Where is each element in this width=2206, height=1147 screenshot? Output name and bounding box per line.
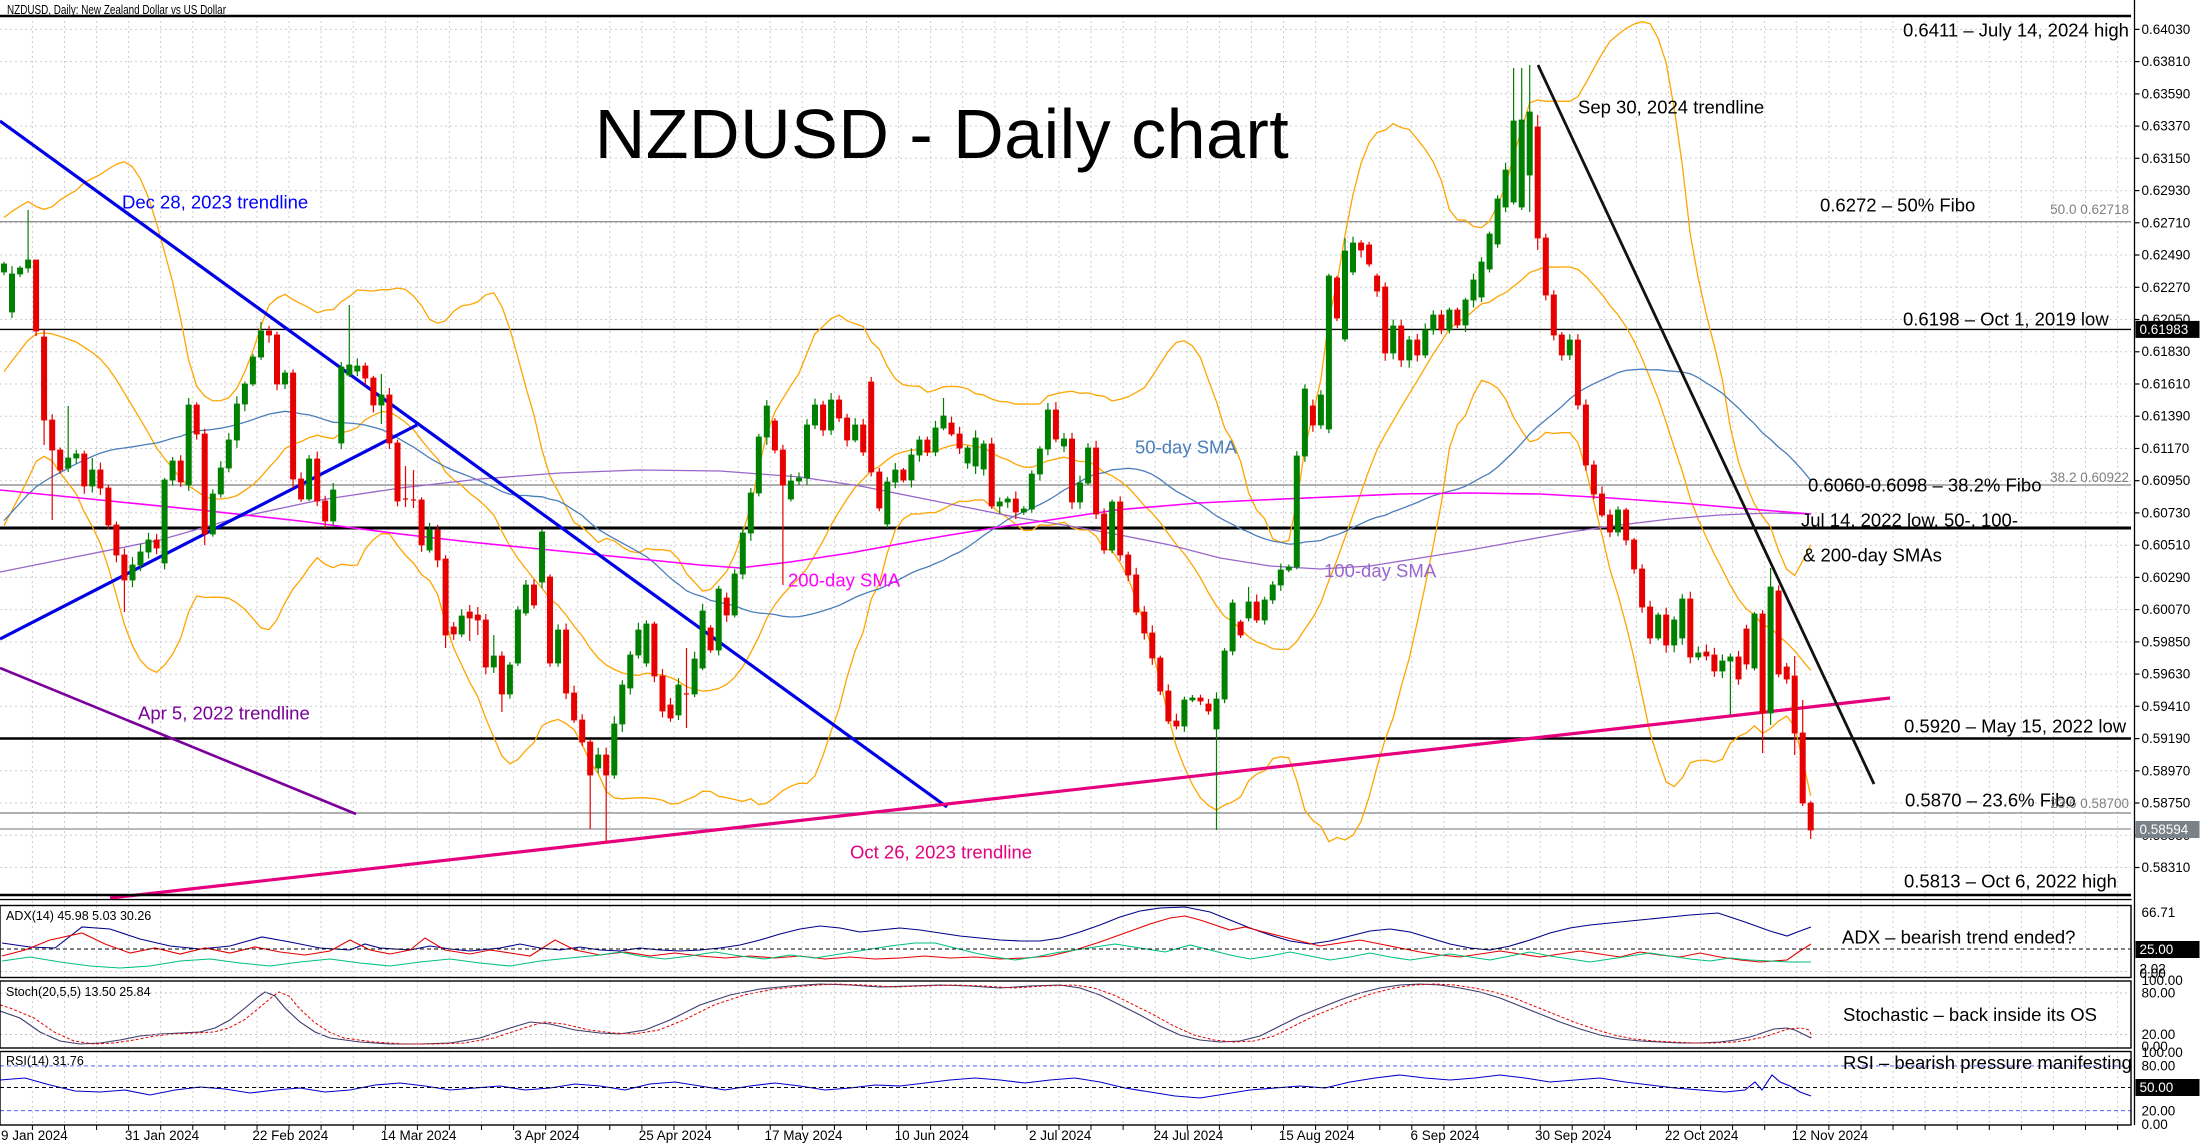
svg-text:Oct 26, 2023 trendline: Oct 26, 2023 trendline — [850, 842, 1032, 863]
svg-text:20.00: 20.00 — [2142, 1104, 2176, 1119]
svg-text:30 Sep 2024: 30 Sep 2024 — [1535, 1128, 1612, 1143]
svg-text:RSI – bearish pressure manifes: RSI – bearish pressure manifesting — [1843, 1052, 2132, 1073]
svg-text:23.6 0.58700: 23.6 0.58700 — [2050, 796, 2129, 811]
svg-text:Jul 14, 2022 low, 50-, 100-: Jul 14, 2022 low, 50-, 100- — [1801, 510, 2018, 531]
svg-text:0.64030: 0.64030 — [2142, 22, 2191, 37]
svg-text:0.00: 0.00 — [2142, 1117, 2168, 1132]
svg-text:0.00: 0.00 — [2142, 1039, 2168, 1054]
svg-text:0.6272 – 50% Fibo: 0.6272 – 50% Fibo — [1820, 195, 1975, 216]
svg-text:NZDUSD - Daily chart: NZDUSD - Daily chart — [595, 95, 1290, 173]
svg-text:Stochastic – back inside its O: Stochastic – back inside its OS — [1843, 1004, 2097, 1025]
svg-text:0.61390: 0.61390 — [2142, 409, 2191, 424]
svg-text:100.00: 100.00 — [2142, 973, 2183, 988]
svg-text:80.00: 80.00 — [2142, 986, 2176, 1001]
svg-text:0.59630: 0.59630 — [2142, 667, 2191, 682]
svg-text:Stoch(20,5,5) 13.50 25.84: Stoch(20,5,5) 13.50 25.84 — [6, 985, 151, 999]
svg-text:0.60290: 0.60290 — [2142, 570, 2191, 585]
svg-text:RSI(14) 31.76: RSI(14) 31.76 — [6, 1054, 84, 1068]
svg-text:10 Jun 2024: 10 Jun 2024 — [895, 1128, 970, 1143]
svg-text:0.58310: 0.58310 — [2142, 860, 2191, 875]
svg-text:0.61983: 0.61983 — [2140, 322, 2189, 337]
svg-text:0.61830: 0.61830 — [2142, 344, 2191, 359]
svg-text:17 May 2024: 17 May 2024 — [764, 1128, 843, 1143]
svg-text:20.00: 20.00 — [2142, 1027, 2176, 1042]
svg-text:& 200-day SMAs: & 200-day SMAs — [1803, 545, 1942, 566]
svg-text:50.00: 50.00 — [2140, 1080, 2174, 1095]
svg-text:80.00: 80.00 — [2142, 1059, 2176, 1074]
svg-text:Sep 30, 2024 trendline: Sep 30, 2024 trendline — [1578, 97, 1764, 118]
svg-text:14 Mar 2024: 14 Mar 2024 — [381, 1128, 457, 1143]
svg-text:0.63810: 0.63810 — [2142, 54, 2191, 69]
svg-text:0.62930: 0.62930 — [2142, 183, 2191, 198]
svg-text:66.71: 66.71 — [2142, 905, 2176, 920]
svg-text:0.00: 0.00 — [2140, 966, 2166, 981]
svg-text:NZDUSD, Daily: New Zealand Do: NZDUSD, Daily: New Zealand Dollar vs US … — [7, 2, 227, 17]
svg-text:15 Aug 2024: 15 Aug 2024 — [1279, 1128, 1355, 1143]
svg-text:0.5813 – Oct 6, 2022 high: 0.5813 – Oct 6, 2022 high — [1904, 871, 2117, 892]
svg-text:50.0 0.62718: 50.0 0.62718 — [2050, 202, 2129, 217]
svg-text:0.62490: 0.62490 — [2142, 248, 2191, 263]
svg-text:0.63590: 0.63590 — [2142, 86, 2191, 101]
svg-text:Apr 5, 2022 trendline: Apr 5, 2022 trendline — [138, 703, 310, 724]
svg-text:200-day SMA: 200-day SMA — [788, 570, 901, 591]
svg-text:0.62710: 0.62710 — [2142, 215, 2191, 230]
svg-text:25.00: 25.00 — [2140, 942, 2174, 957]
svg-text:0.61610: 0.61610 — [2142, 377, 2191, 392]
svg-text:3 Apr 2024: 3 Apr 2024 — [514, 1128, 580, 1143]
svg-text:0.59190: 0.59190 — [2142, 731, 2191, 746]
svg-text:0.60950: 0.60950 — [2142, 473, 2191, 488]
svg-text:0.58594: 0.58594 — [2140, 822, 2189, 837]
svg-text:25 Apr 2024: 25 Apr 2024 — [639, 1128, 712, 1143]
svg-text:50-day SMA: 50-day SMA — [1135, 437, 1237, 458]
svg-text:100.00: 100.00 — [2142, 1045, 2183, 1060]
svg-text:Dec 28, 2023 trendline: Dec 28, 2023 trendline — [122, 192, 308, 213]
svg-text:0.6198 – Oct 1, 2019 low: 0.6198 – Oct 1, 2019 low — [1903, 309, 2109, 330]
svg-text:0.60510: 0.60510 — [2142, 538, 2191, 553]
svg-text:6 Sep 2024: 6 Sep 2024 — [1410, 1128, 1480, 1143]
svg-text:100-day SMA: 100-day SMA — [1324, 560, 1437, 581]
svg-text:0.59850: 0.59850 — [2142, 634, 2191, 649]
svg-text:0.61170: 0.61170 — [2142, 441, 2190, 456]
svg-text:2 Jul 2024: 2 Jul 2024 — [1029, 1128, 1092, 1143]
svg-text:24 Jul 2024: 24 Jul 2024 — [1153, 1128, 1223, 1143]
svg-text:ADX(14) 45.98 5.03 30.26: ADX(14) 45.98 5.03 30.26 — [6, 909, 151, 923]
svg-text:0.6411 – July 14, 2024 high: 0.6411 – July 14, 2024 high — [1903, 20, 2129, 41]
svg-text:0.58970: 0.58970 — [2142, 763, 2191, 778]
svg-text:0.6060-0.6098 – 38.2% Fibo: 0.6060-0.6098 – 38.2% Fibo — [1808, 475, 2041, 496]
svg-text:0.60070: 0.60070 — [2142, 602, 2191, 617]
svg-text:0.63150: 0.63150 — [2142, 151, 2191, 166]
svg-text:31 Jan 2024: 31 Jan 2024 — [125, 1128, 200, 1143]
svg-text:0.58750: 0.58750 — [2142, 796, 2191, 811]
svg-text:0.5920 – May 15, 2022 low: 0.5920 – May 15, 2022 low — [1904, 716, 2127, 737]
svg-text:2.02: 2.02 — [2140, 962, 2166, 977]
svg-text:0.62270: 0.62270 — [2142, 280, 2191, 295]
svg-text:22 Feb 2024: 22 Feb 2024 — [252, 1128, 328, 1143]
svg-text:0.63370: 0.63370 — [2142, 119, 2191, 134]
svg-text:0.59410: 0.59410 — [2142, 699, 2191, 714]
svg-text:22 Oct 2024: 22 Oct 2024 — [1665, 1128, 1739, 1143]
svg-text:ADX – bearish trend ended?: ADX – bearish trend ended? — [1842, 927, 2075, 948]
svg-text:9 Jan 2024: 9 Jan 2024 — [1, 1128, 68, 1143]
svg-text:0.5870 – 23.6% Fibo: 0.5870 – 23.6% Fibo — [1905, 790, 2076, 811]
svg-text:12 Nov 2024: 12 Nov 2024 — [1792, 1128, 1869, 1143]
svg-text:38.2 0.60922: 38.2 0.60922 — [2050, 470, 2129, 485]
svg-text:0.60730: 0.60730 — [2142, 505, 2191, 520]
